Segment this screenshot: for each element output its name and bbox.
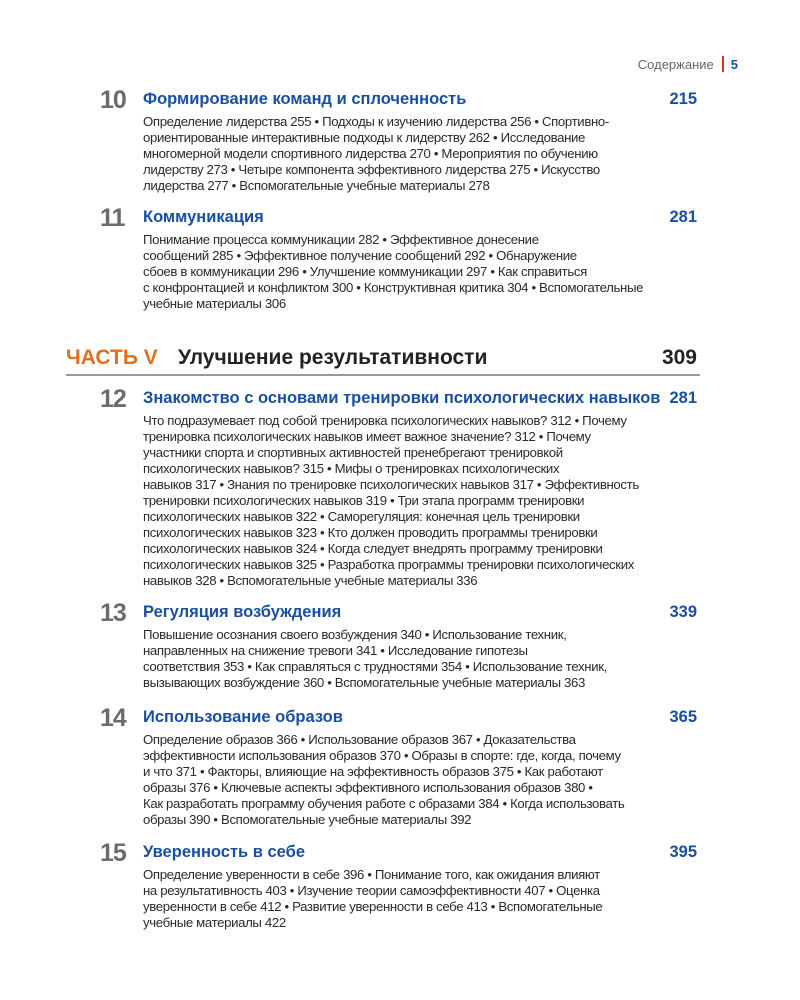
running-head-divider (721, 56, 724, 72)
running-head-section: Содержание (637, 56, 714, 72)
chapter-number: 14 (100, 704, 127, 732)
section-line: образы 376 • Ключевые аспекты эффективно… (143, 780, 593, 795)
chapter-page: 281 (669, 208, 697, 226)
chapter-sections: Что подразумевает под собой тренировка п… (143, 413, 800, 589)
chapter-sections: Повышение осознания своего возбуждения 3… (143, 627, 800, 691)
chapter-number: 15 (100, 839, 127, 867)
section-line: на результативность 403 • Изучение теори… (143, 883, 600, 898)
chapter-page: 365 (669, 708, 697, 726)
chapter-page: 215 (669, 90, 697, 108)
section-line: участники спорта и спортивных активносте… (143, 445, 563, 460)
toc-chapter-13: 13 Регуляция возбуждения 339 Повышение осоз… (0, 599, 800, 691)
chapter-sections: Определение лидерства 255 • Подходы к из… (143, 114, 800, 194)
section-line: тренировка психологических навыков имеет… (143, 429, 591, 444)
section-line: направленных на снижение тревоги 341 • И… (143, 643, 528, 658)
section-line: Что подразумевает под собой тренировка п… (143, 413, 627, 428)
part-title: Улучшение результативности (178, 346, 488, 369)
page-number: 5 (730, 56, 738, 72)
section-line: Определение образов 366 • Использование … (143, 732, 576, 747)
chapter-page: 395 (669, 843, 697, 861)
chapter-heading: 13 Регуляция возбуждения 339 (0, 599, 800, 627)
section-line: психологических навыков? 315 • Мифы о тр… (143, 461, 560, 476)
section-line: Определение уверенности в себе 396 • Пон… (143, 867, 600, 882)
section-line: тренировки психологических навыков 319 •… (143, 493, 585, 508)
section-line: эффективности использования образов 370 … (143, 748, 621, 763)
toc-chapter-12: 12 Знакомство с основами тренировки психо… (0, 385, 800, 589)
chapter-heading: 14 Использование образов 365 (0, 704, 800, 732)
section-line: ориентированные интерактивные подходы к … (143, 130, 586, 145)
chapter-sections: Определение уверенности в себе 396 • Пон… (143, 867, 800, 931)
section-line: Определение лидерства 255 • Подходы к из… (143, 114, 609, 129)
section-line: образы 390 • Вспомогательные учебные мат… (143, 812, 472, 827)
section-line: навыков 328 • Вспомогательные учебные ма… (143, 573, 478, 588)
chapter-number: 10 (100, 86, 127, 114)
section-line: психологических навыков 323 • Кто должен… (143, 525, 598, 540)
chapter-heading: 12 Знакомство с основами тренировки психо… (0, 385, 800, 413)
chapter-title: Знакомство с основами тренировки психоло… (143, 389, 661, 407)
section-line: лидерству 273 • Четыре компонента эффект… (143, 162, 600, 177)
section-line: вызывающих возбуждение 360 • Вспомогател… (143, 675, 585, 690)
toc-chapter-10: 10 Формирование команд и сплоченность 215 О… (0, 86, 800, 194)
chapter-sections: Понимание процесса коммуникации 282 • Эф… (143, 232, 800, 312)
chapter-number: 13 (100, 599, 127, 627)
section-line: многомерной модели спортивного лидерства… (143, 146, 598, 161)
part-heading: ЧАСТЬ V Улучшение результативности 309 (66, 346, 700, 376)
section-line: Понимание процесса коммуникации 282 • Эф… (143, 232, 539, 247)
chapter-sections: Определение образов 366 • Использование … (143, 732, 800, 828)
section-line: и что 371 • Факторы, влияющие на эффекти… (143, 764, 603, 779)
section-line: с конфронтацией и конфликтом 300 • Конст… (143, 280, 644, 295)
section-line: учебные материалы 422 (143, 915, 286, 930)
section-line: сообщений 285 • Эффективное получение со… (143, 248, 577, 263)
section-line: Повышение осознания своего возбуждения 3… (143, 627, 567, 642)
section-line: соответствия 353 • Как справляться с тру… (143, 659, 607, 674)
toc-chapter-14: 14 Использование образов 365 Определение об… (0, 704, 800, 828)
toc-chapter-11: 11 Коммуникация 281 Понимание процесса комм… (0, 204, 800, 312)
section-line: психологических навыков 322 • Саморегуля… (143, 509, 580, 524)
section-line: сбоев в коммуникации 296 • Улучшение ком… (143, 264, 587, 279)
section-line: лидерства 277 • Вспомогательные учебные … (143, 178, 490, 193)
chapter-title: Использование образов (143, 708, 343, 726)
toc-chapter-15: 15 Уверенность в себе 395 Определение увере… (0, 839, 800, 931)
section-line: навыков 317 • Знания по тренировке психо… (143, 477, 639, 492)
part-page: 309 (661, 346, 697, 369)
chapter-page: 281 (669, 389, 697, 407)
section-line: психологических навыков 324 • Когда след… (143, 541, 603, 556)
chapter-heading: 15 Уверенность в себе 395 (0, 839, 800, 867)
running-head: Содержание 5 (638, 56, 738, 72)
chapter-number: 12 (100, 385, 127, 413)
chapter-number: 11 (100, 204, 125, 232)
section-line: Как разработать программу обучения работ… (143, 796, 625, 811)
section-line: учебные материалы 306 (143, 296, 286, 311)
part-label: ЧАСТЬ V (66, 346, 158, 369)
chapter-title: Регуляция возбуждения (143, 603, 342, 621)
chapter-title: Формирование команд и сплоченность (143, 90, 467, 108)
chapter-heading: 10 Формирование команд и сплоченность 215 (0, 86, 800, 114)
section-line: психологических навыков 325 • Разработка… (143, 557, 634, 572)
chapter-title: Коммуникация (143, 208, 264, 226)
chapter-page: 339 (669, 603, 697, 621)
section-line: уверенности в себе 412 • Развитие уверен… (143, 899, 603, 914)
chapter-heading: 11 Коммуникация 281 (0, 204, 800, 232)
chapter-title: Уверенность в себе (143, 843, 306, 861)
